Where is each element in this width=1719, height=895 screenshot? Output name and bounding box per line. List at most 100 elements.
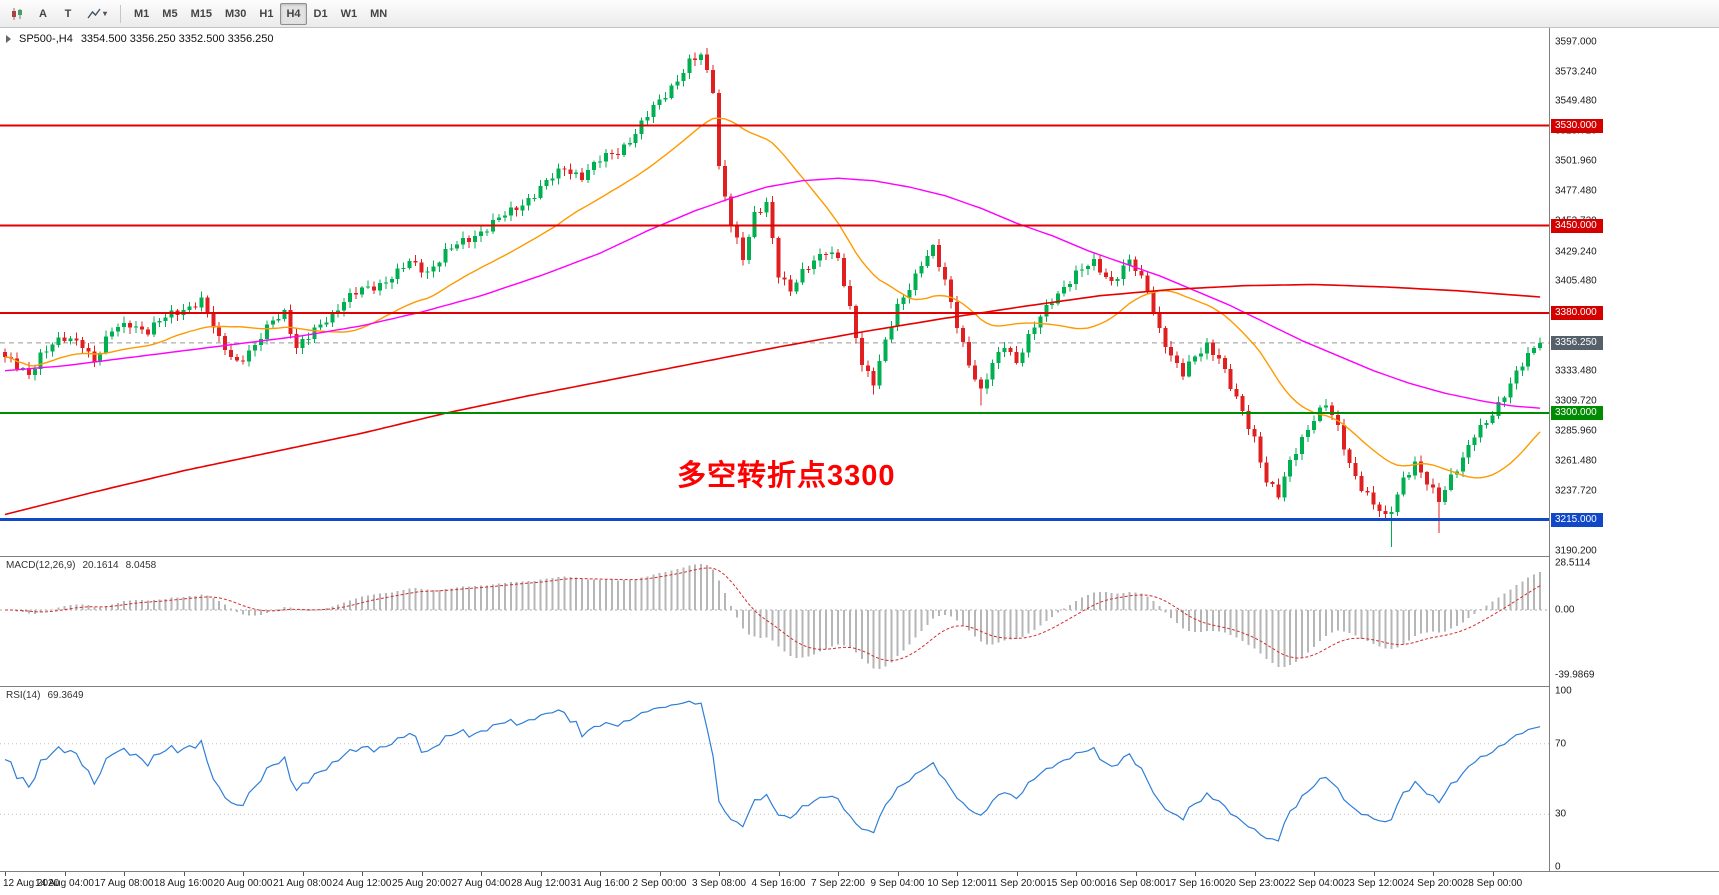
symbol-ohlc-header: SP500-,H4 3354.500 3356.250 3352.500 335… xyxy=(6,33,274,45)
time-axis-label: 11 Sep 20:00 xyxy=(987,878,1046,889)
price-level-badge: 3215.000 xyxy=(1551,512,1603,527)
chart-annotation[interactable]: 多空转折点3300 xyxy=(677,460,896,492)
time-tick xyxy=(183,872,185,876)
timeframe-button-m1[interactable]: M1 xyxy=(134,7,150,20)
time-tick xyxy=(124,872,125,876)
price-scale[interactable]: 3597.0003573.2403549.4803525.7203501.960… xyxy=(1549,28,1719,873)
macd-axis-label: 28.5114 xyxy=(1555,557,1591,569)
time-tick xyxy=(719,872,720,876)
price-axis-label: 3405.480 xyxy=(1555,275,1597,287)
rsi-pane[interactable] xyxy=(0,687,1549,871)
timeframe-button-m30[interactable]: M30 xyxy=(224,7,247,20)
time-axis-label: 28 Aug 12:00 xyxy=(511,878,570,889)
time-axis-label: 16 Sep 08:00 xyxy=(1105,878,1166,889)
price-axis-label: 3429.240 xyxy=(1555,246,1597,258)
time-tick xyxy=(421,872,423,876)
price-axis-label: 3573.240 xyxy=(1555,66,1597,78)
time-tick xyxy=(778,872,780,876)
time-axis-label: 17 Sep 16:00 xyxy=(1165,878,1225,889)
time-axis[interactable]: 12 Aug 2020 14 Aug 04:00 17 Aug 08:00 18 Au… xyxy=(0,871,1719,895)
time-tick xyxy=(659,872,661,876)
time-axis-label: 24 Sep 20:00 xyxy=(1403,878,1463,889)
timeframe-button-m5[interactable]: M5 xyxy=(162,7,178,20)
candles-group xyxy=(3,48,1543,547)
chart-type-button[interactable] xyxy=(4,3,30,25)
time-tick xyxy=(64,872,66,876)
timeframe-button-h1[interactable]: H1 xyxy=(259,7,274,20)
time-tick xyxy=(1314,872,1315,876)
price-axis-label: 3597.000 xyxy=(1555,36,1597,48)
time-tick xyxy=(302,872,304,876)
price-axis-label: 3237.720 xyxy=(1555,485,1597,497)
time-tick xyxy=(243,872,244,876)
time-tick xyxy=(838,872,839,876)
arrow-tool-label: A xyxy=(39,7,47,20)
time-tick xyxy=(957,872,958,876)
macd-value-main: 20.1614 xyxy=(82,560,119,571)
time-axis-label: 14 Aug 04:00 xyxy=(35,878,94,889)
ohlc-values: 3354.500 3356.250 3352.500 3356.250 xyxy=(80,33,274,45)
rsi-axis-label: 100 xyxy=(1555,685,1572,697)
timeframe-button-h4[interactable]: H4 xyxy=(280,2,307,25)
timeframe-button-d1[interactable]: D1 xyxy=(313,7,328,20)
time-axis-label: 3 Sep 08:00 xyxy=(692,878,746,889)
time-tick xyxy=(1254,872,1256,876)
chevron-down-icon: ▾ xyxy=(103,9,108,18)
rsi-axis-label: 70 xyxy=(1555,738,1567,750)
macd-label: MACD(12,26,9) 20.1614 8.0458 xyxy=(6,560,156,571)
time-tick xyxy=(600,872,601,876)
timeframe-group: M1 M5 M15 M30 H1 H4 D1 W1 MN xyxy=(128,2,393,25)
macd-name: MACD(12,26,9) xyxy=(6,560,76,571)
time-axis-label: 20 Sep 23:00 xyxy=(1224,878,1285,889)
time-axis-label: 28 Sep 00:00 xyxy=(1462,878,1523,889)
symbol-label: SP500-,H4 xyxy=(19,33,73,45)
rsi-axis-label: 0 xyxy=(1555,861,1561,873)
arrow-tool-button[interactable]: A xyxy=(31,3,55,25)
drawing-tool-button[interactable]: ▾ xyxy=(81,3,113,25)
rsi-value: 69.3649 xyxy=(47,690,84,701)
text-tool-button[interactable]: T xyxy=(56,3,80,25)
time-axis-label: 17 Aug 08:00 xyxy=(94,878,154,889)
rsi-line xyxy=(4,700,1541,842)
timeframe-button-m15[interactable]: M15 xyxy=(190,7,212,20)
macd-axis-label: -39.9869 xyxy=(1555,669,1595,681)
time-axis-label: 24 Aug 12:00 xyxy=(332,878,392,889)
time-axis-label: 25 Aug 20:00 xyxy=(392,878,451,889)
pane-separator xyxy=(0,686,1719,687)
macd-pane[interactable] xyxy=(0,557,1549,686)
rsi-name: RSI(14) xyxy=(6,690,41,701)
price-pane[interactable] xyxy=(0,28,1549,556)
rsi-axis-label: 30 xyxy=(1555,808,1567,820)
time-axis-label: 7 Sep 22:00 xyxy=(811,878,865,889)
timeframe-button-mn[interactable]: MN xyxy=(370,7,388,20)
price-axis-label: 3285.960 xyxy=(1555,425,1597,437)
current-price-badge: 3356.250 xyxy=(1551,335,1603,350)
time-axis-label: 10 Sep 12:00 xyxy=(927,878,987,889)
macd-axis-label: 0.00 xyxy=(1555,604,1575,616)
time-tick xyxy=(897,872,899,876)
time-tick xyxy=(1135,872,1137,876)
time-axis-label: 9 Sep 04:00 xyxy=(870,878,925,889)
price-axis-label: 3549.480 xyxy=(1555,95,1597,107)
price-axis-label: 3261.480 xyxy=(1555,455,1597,467)
time-tick xyxy=(1492,872,1494,876)
ma-slow-line xyxy=(4,283,1541,516)
time-axis-label: 23 Sep 12:00 xyxy=(1343,878,1404,889)
chart-window: SP500-,H4 3354.500 3356.250 3352.500 335… xyxy=(0,28,1719,895)
time-axis-label: 20 Aug 00:00 xyxy=(213,878,273,889)
macd-signal-line xyxy=(5,567,1541,662)
price-axis-label: 3477.480 xyxy=(1555,185,1597,197)
time-axis-label: 22 Sep 04:00 xyxy=(1284,878,1344,889)
price-axis-label: 3501.960 xyxy=(1555,155,1597,167)
timeframe-button-w1[interactable]: W1 xyxy=(340,7,358,20)
toolbar: A T ▾ M1 M5 M15 M30 H1 H4 D1 W1 MN xyxy=(0,0,1719,28)
pane-separator xyxy=(0,556,1719,557)
price-level-badge: 3530.000 xyxy=(1551,118,1603,133)
price-level-badge: 3380.000 xyxy=(1551,306,1603,321)
time-tick xyxy=(1195,872,1196,876)
trendline-icon xyxy=(87,8,101,18)
time-tick xyxy=(1076,872,1077,876)
price-level-badge: 3300.000 xyxy=(1551,406,1603,421)
time-tick xyxy=(540,872,542,876)
time-axis-label: 12 Aug 2020 xyxy=(3,878,60,889)
